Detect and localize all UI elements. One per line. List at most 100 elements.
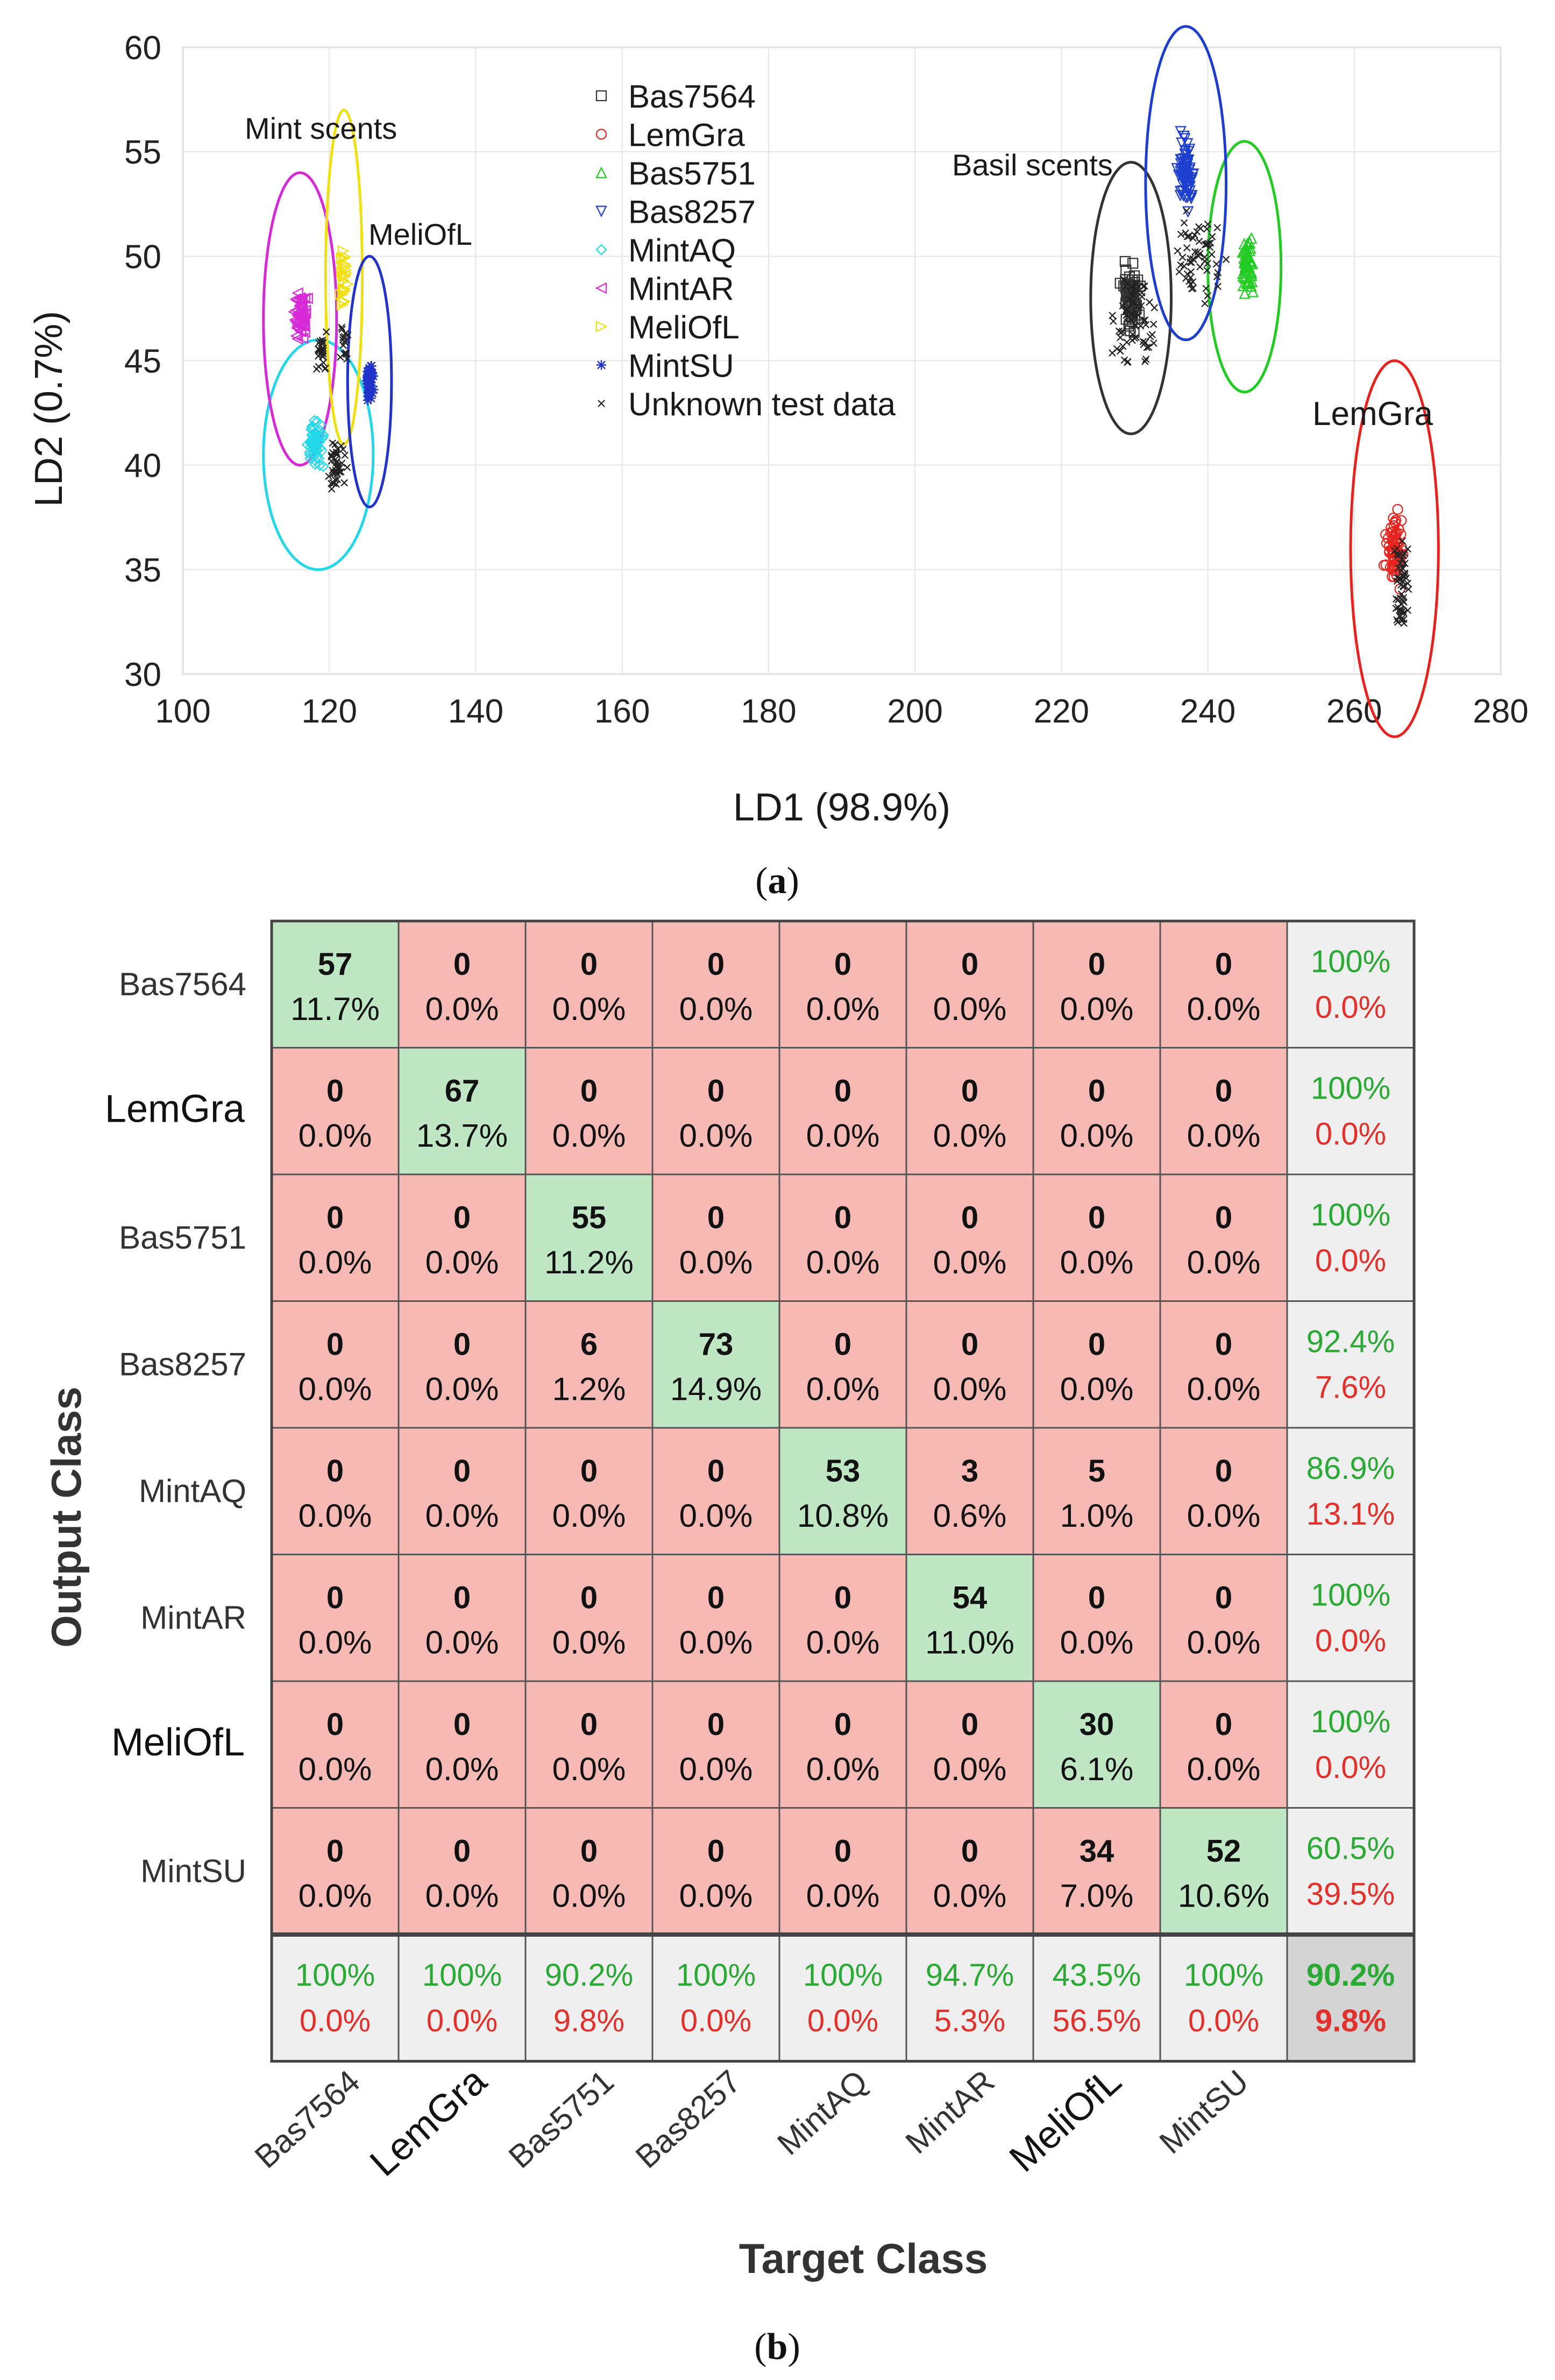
cell-count: 0 bbox=[707, 947, 725, 982]
unknown-test-data-point bbox=[1127, 284, 1135, 291]
mintar-point bbox=[290, 294, 302, 307]
cell-percent: 10.6% bbox=[1178, 1878, 1269, 1914]
unknown-test-data-point bbox=[1127, 316, 1135, 324]
y-tick-label: 30 bbox=[124, 656, 161, 693]
mintaq-series bbox=[301, 415, 329, 472]
panel-b-label: (b) bbox=[754, 2326, 800, 2368]
col-label-lemgra: LemGra bbox=[362, 2059, 495, 2185]
matrix-cells: 57 11.7% 0 0.0% 0 0.0% 0 0.0% 0 0.0% 0 0.0% 0 0.0% 0 0.… bbox=[270, 919, 1416, 2063]
x-tick-label: 100 bbox=[155, 693, 210, 730]
cell-percent: 13.7% bbox=[416, 1118, 508, 1154]
scatter-ticks: 100 120 140 160 180 200 220 240 260 2803035404550… bbox=[124, 30, 1529, 730]
matrix-cell bbox=[651, 1554, 780, 1682]
col-summary-cell bbox=[271, 1933, 400, 2062]
scatter-legend: Bas7564LemGraBas5751Bas8257MintAQMintARM… bbox=[595, 79, 896, 422]
matrix-border bbox=[270, 919, 1416, 2063]
cell-count: 0 bbox=[580, 1581, 598, 1616]
cell-percent: 6.1% bbox=[1060, 1751, 1134, 1787]
matrix-cell bbox=[778, 920, 907, 1049]
row-summary-correct: 100% bbox=[1311, 944, 1390, 979]
meliofl-point bbox=[337, 245, 350, 257]
unknown-test-data-point bbox=[343, 355, 351, 363]
row-summary-cell bbox=[1286, 1047, 1415, 1175]
matrix-cell bbox=[1159, 1680, 1288, 1809]
unknown-test-data-point bbox=[1398, 537, 1406, 545]
legend-label-bas8257: Bas8257 bbox=[628, 194, 756, 230]
cell-count: 0 bbox=[834, 1834, 851, 1869]
cell-percent: 0.0% bbox=[425, 1625, 499, 1661]
row-summary-error: 13.1% bbox=[1307, 1497, 1395, 1532]
annotation-lemgra: LemGra bbox=[1312, 395, 1433, 433]
cell-count: 0 bbox=[1088, 1581, 1105, 1616]
unknown-test-data-point bbox=[328, 451, 335, 459]
y-tick-label: 45 bbox=[124, 343, 161, 380]
matrix-y-label: Output Class bbox=[42, 1386, 90, 1647]
unknown-test-data-point bbox=[1175, 268, 1183, 276]
scatter-annotations: Mint scents MeliOfL Basil scents LemGra bbox=[245, 111, 1433, 433]
cell-count: 0 bbox=[326, 1327, 344, 1362]
cell-percent: 0.0% bbox=[425, 991, 499, 1027]
legend-marker-mintsu bbox=[597, 360, 606, 370]
unknown-test-data-point bbox=[331, 476, 339, 484]
unknown-test-data-point bbox=[1202, 285, 1210, 293]
unknown-test-data-point bbox=[1395, 564, 1402, 572]
row-label-meliofl: MeliOfL bbox=[111, 1721, 245, 1764]
cell-count: 0 bbox=[453, 1454, 471, 1489]
meliofl-series bbox=[335, 245, 354, 311]
panel-a-letter: a bbox=[768, 860, 787, 902]
scatter-x-label: LD1 (98.9%) bbox=[733, 786, 950, 829]
x-tick-label: 200 bbox=[887, 693, 942, 730]
unknown-test-data-point bbox=[1177, 261, 1184, 269]
matrix-cell bbox=[524, 1300, 654, 1429]
mintaq-point bbox=[310, 444, 323, 456]
mintaq-point bbox=[313, 434, 325, 446]
cell-percent: 0.0% bbox=[1060, 1244, 1134, 1280]
unknown-test-data-point bbox=[1177, 230, 1185, 238]
matrix-cell bbox=[397, 1173, 527, 1302]
matrix-cell bbox=[651, 1300, 780, 1429]
unknown-test-data-point bbox=[1196, 250, 1204, 258]
col-summary-correct: 100% bbox=[803, 1958, 883, 1993]
unknown-test-data-point bbox=[1139, 338, 1147, 345]
cell-percent: 0.0% bbox=[425, 1751, 499, 1787]
cell-count: 0 bbox=[453, 1200, 471, 1235]
unknown-test-data-point bbox=[1393, 573, 1401, 582]
unknown-test-data-point bbox=[1125, 295, 1133, 303]
unknown-test-data-point bbox=[1180, 219, 1188, 226]
cell-count: 0 bbox=[326, 1581, 344, 1616]
mintsu-point bbox=[366, 361, 377, 371]
unknown-test-data-point bbox=[338, 323, 346, 331]
matrix-cell bbox=[778, 1173, 907, 1302]
unknown-test-data-point bbox=[1204, 292, 1211, 300]
row-label-mintar: MintAR bbox=[140, 1599, 246, 1635]
scatter-grid bbox=[182, 47, 1501, 675]
col-summary-error: 0.0% bbox=[807, 2003, 878, 2038]
unknown-test-data-point bbox=[328, 485, 336, 493]
cell-percent: 0.0% bbox=[1187, 991, 1261, 1027]
mintsu-point bbox=[363, 391, 373, 401]
unknown-test-data-point bbox=[1193, 228, 1201, 236]
row-labels: Bas7564 LemGra Bas5751 Bas8257 MintAQ MintAR M… bbox=[105, 966, 246, 1889]
unknown-test-data-point bbox=[1146, 298, 1153, 306]
matrix-cell bbox=[271, 1680, 400, 1809]
unknown-test-data-point bbox=[1201, 257, 1209, 265]
lemgra-point bbox=[1396, 515, 1407, 526]
matrix-cell bbox=[1032, 920, 1161, 1049]
cell-percent: 0.0% bbox=[1187, 1244, 1261, 1280]
bas5751-point bbox=[1239, 287, 1251, 299]
unknown-test-data-point bbox=[1119, 302, 1127, 310]
cell-percent: 0.0% bbox=[806, 1751, 880, 1787]
annotation-meliofl: MeliOfL bbox=[368, 217, 472, 251]
row-summary-correct: 100% bbox=[1311, 1071, 1390, 1106]
cell-percent: 0.0% bbox=[299, 1625, 372, 1661]
annotation-basil-scents: Basil scents bbox=[952, 148, 1113, 182]
row-summary-cell bbox=[1286, 1807, 1415, 1936]
bas5751-series bbox=[1237, 232, 1259, 299]
mintaq-point bbox=[313, 452, 325, 464]
row-summary-error: 0.0% bbox=[1315, 1624, 1386, 1659]
cell-percent: 0.0% bbox=[425, 1244, 499, 1280]
unknown-test-data-point bbox=[1132, 280, 1140, 288]
matrix-cell bbox=[271, 1300, 400, 1429]
cell-percent: 0.0% bbox=[1060, 991, 1134, 1027]
cell-count: 0 bbox=[1215, 1200, 1232, 1235]
